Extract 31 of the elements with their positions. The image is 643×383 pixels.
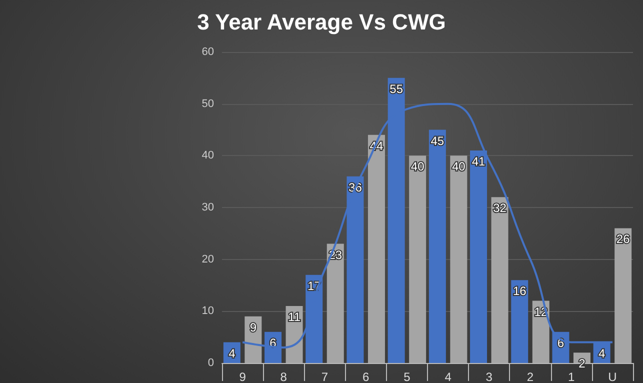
data-label: 26: [616, 232, 630, 246]
data-label: 32: [493, 201, 507, 216]
y-tick-label: 50: [202, 98, 214, 110]
y-tick-label: 10: [202, 305, 214, 318]
x-tick-label: 2: [526, 370, 534, 383]
y-tick-label: 60: [202, 46, 214, 58]
y-tick-label: 0: [208, 357, 214, 369]
x-tick-label: 9: [239, 370, 246, 383]
x-tick-label: 5: [404, 370, 411, 383]
chart-title: 3 Year Average Vs CWG: [197, 10, 446, 34]
x-tick-label: U: [608, 370, 617, 383]
y-tick-label: 40: [202, 150, 214, 162]
x-tick-label: 7: [321, 370, 328, 383]
data-label: 40: [452, 160, 466, 174]
data-label: 16: [512, 284, 527, 298]
x-tick-label: 1: [568, 370, 576, 383]
y-tick-label: 30: [202, 202, 214, 214]
x-tick-label: 4: [444, 370, 452, 383]
data-label: 40: [410, 160, 425, 174]
data-label: 11: [288, 310, 301, 324]
data-label: 41: [472, 154, 486, 168]
data-label: 55: [390, 82, 404, 96]
data-label: 2: [578, 356, 586, 371]
data-label: 45: [430, 134, 444, 148]
x-tick-label: 6: [362, 370, 370, 383]
data-label: 4: [598, 346, 606, 360]
data-label: 4: [228, 346, 236, 360]
data-label: 9: [250, 320, 257, 334]
x-tick-label: 8: [280, 370, 288, 383]
y-tick-label: 20: [202, 253, 214, 266]
x-tick-label: 3: [486, 370, 493, 383]
